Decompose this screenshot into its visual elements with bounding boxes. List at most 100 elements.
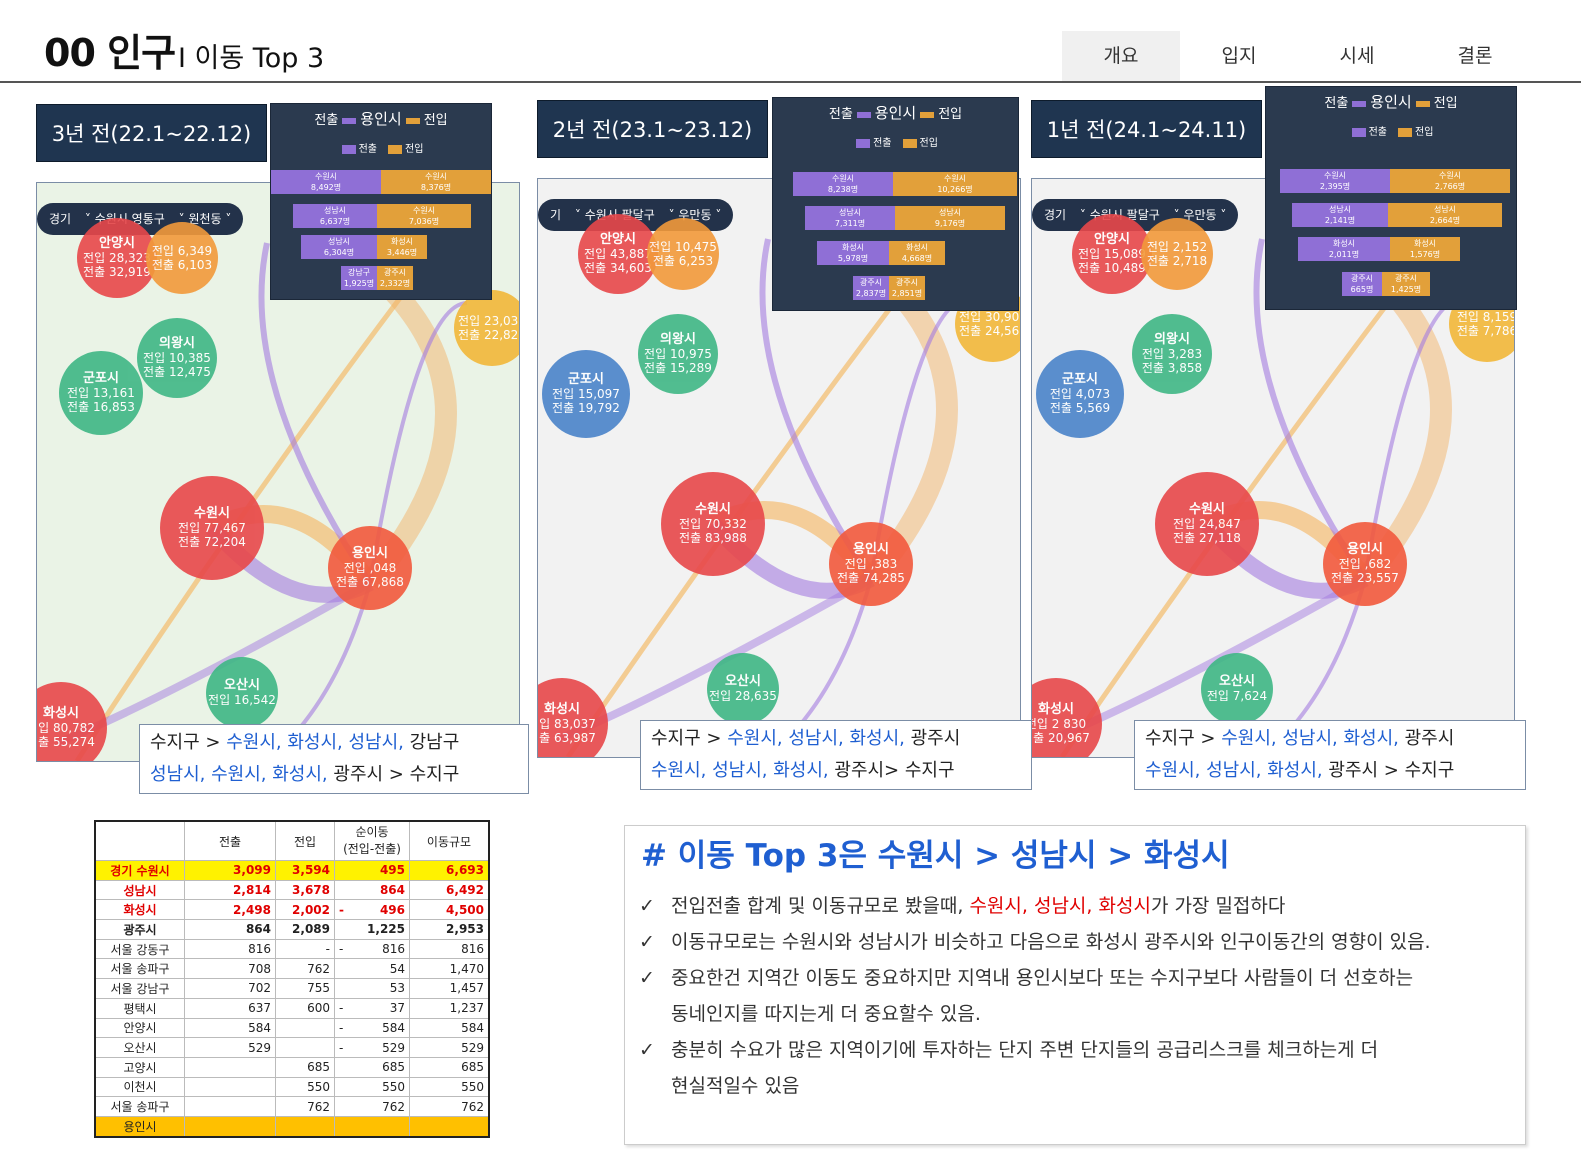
bullet-1-pre: 전입전출 합계 및 이동규모로 봤을때, — [671, 895, 970, 917]
region-bubble-anyang[interactable]: 안양시 전입 15,089 전출 10,489 — [1072, 214, 1152, 294]
region-bubble-osan[interactable]: 오산시 전입 28,635 — [707, 653, 779, 725]
bubble-in: 전입 28,323 — [83, 251, 151, 265]
region-dropdown[interactable]: 경기 — [49, 212, 72, 226]
out-bar-label: 성남시 — [327, 237, 351, 246]
check-icon: ✓ — [639, 931, 655, 953]
region-bubble-uiwang[interactable]: 의왕시 전입 3,283 전출 3,858 — [1132, 314, 1212, 394]
region-bubble-uiwang[interactable]: 의왕시 전입 10,975 전출 15,289 — [638, 314, 718, 394]
tab-price[interactable]: 시세 — [1339, 45, 1375, 67]
bubble-name: 의왕시 — [660, 332, 696, 347]
cell-size: 6,693 — [409, 860, 490, 881]
cell-out — [184, 1096, 276, 1117]
bullet-3: ✓ 중요한건 지역간 이동도 중요하지만 지역내 용인시보다 또는 수지구보다 사… — [639, 960, 1509, 1032]
legend-in-label: 전입 — [1433, 96, 1458, 111]
caption-suffix: 광주시 — [1398, 728, 1455, 749]
region-bubble-anyang[interactable]: 안양시 전입 43,887 전출 34,603 — [578, 214, 658, 294]
region-selector[interactable]: 경기 ˅ 수원시 영통구 ˅ 원천동 ˅ — [37, 203, 244, 235]
caption-line-1: 수지구 > 수원시, 성남시, 화성시, 광주시 — [1145, 723, 1515, 755]
out-bar-value: 6,637명 — [319, 217, 351, 226]
caption-suffix: 광주시> 수지구 — [828, 760, 955, 781]
table-header-out: 전출 — [184, 820, 276, 861]
bullet-3-text-cont: 동네인지를 따지는게 더 중요할수 있음. — [671, 1003, 981, 1025]
region-bubble-top[interactable]: 전입 10,475 전출 6,253 — [647, 218, 719, 290]
bubble-out: 전출 5,569 — [1049, 401, 1111, 415]
dong-dropdown[interactable]: 원천동 — [188, 212, 222, 226]
bar-row: 화성시 2,011명 화성시 1,576명 — [1298, 237, 1460, 261]
legend-mini-out: 전출 — [1368, 127, 1387, 138]
tab-overview[interactable]: 개요 — [1062, 31, 1180, 81]
cell-size: 1,237 — [409, 997, 490, 1019]
tab-conclusion[interactable]: 결론 — [1457, 45, 1493, 67]
out-bar-label: 수원시 — [831, 174, 855, 183]
region-dropdown[interactable]: 경기 — [1044, 208, 1067, 222]
cell-net-value: 762 — [382, 1099, 405, 1114]
in-bar-value: 2,332명 — [379, 279, 411, 288]
caption-line-2: 성남시, 수원시, 화성시, 광주시 > 수지구 — [150, 759, 518, 791]
region-bubble-osan[interactable]: 오산시 전입 16,542 — [206, 657, 278, 729]
region-bubble-suwon[interactable]: 수원시 전입 24,847 전출 27,118 — [1155, 472, 1259, 576]
bubble-in: 전입 70,332 — [679, 517, 747, 531]
out-bar: 수원시 8,238명 — [793, 172, 893, 196]
bubble-in: 전입 83,037 — [538, 717, 596, 731]
region-bubble-yongin[interactable]: 용인시 전입 ,048 전출 67,868 — [328, 526, 412, 610]
out-bar-label: 화성시 — [841, 243, 865, 252]
region-bubble-suwon[interactable]: 수원시 전입 77,467 전출 72,204 — [160, 476, 264, 580]
tab-location[interactable]: 입지 — [1221, 45, 1257, 67]
table-row: 이천시 550 550 550 — [94, 1076, 490, 1098]
table-row: 서울 송파구 708 762 54 1,470 — [94, 958, 490, 980]
region-bubble-suwon[interactable]: 수원시 전입 70,332 전출 83,988 — [661, 472, 765, 576]
region-bubble-gunpo[interactable]: 군포시 전입 15,097 전출 19,792 — [542, 350, 630, 438]
cell-name: 서울 강남구 — [94, 978, 185, 999]
region-bubble-yongin[interactable]: 용인시 전입 ,682 전출 23,557 — [1323, 522, 1407, 606]
cell-net-value: 550 — [382, 1079, 405, 1094]
cell-size: 816 — [409, 938, 490, 960]
bar-row: 광주시 2,837명 광주시 2,851명 — [853, 276, 925, 300]
in-bar: 화성시 4,668명 — [889, 241, 945, 265]
bubble-out: 전출 15,289 — [644, 361, 712, 375]
in-bar-value: 3,446명 — [386, 248, 418, 257]
bubble-name: 용인시 — [853, 542, 889, 557]
bubble-name: 군포시 — [83, 371, 119, 386]
bullet-4-text-cont: 현실적일수 있음 — [671, 1075, 800, 1097]
bubble-name: 의왕시 — [159, 336, 195, 351]
cell-net: - 584 — [334, 1017, 410, 1039]
cell-name: 서울 강동구 — [94, 938, 185, 960]
in-bar: 성남시 9,176명 — [895, 206, 1005, 230]
region-bubble-osan[interactable]: 오산시 전입 7,624 — [1201, 653, 1273, 725]
table-header-blank — [94, 820, 185, 861]
region-bubble-top[interactable]: 전입 2,152 전출 2,718 — [1141, 218, 1213, 290]
in-bar-value: 10,266명 — [937, 185, 973, 194]
bubble-out: 전출 12,475 — [143, 365, 211, 379]
in-bar-label: 성남시 — [1433, 205, 1457, 214]
bubble-name: 수원시 — [695, 502, 731, 517]
cell-out — [184, 1056, 276, 1078]
bubble-out: 전출 2,718 — [1146, 254, 1208, 268]
out-square-icon — [1351, 127, 1366, 137]
region-dropdown[interactable]: 기 — [550, 208, 562, 222]
cell-net-value: 496 — [379, 902, 405, 917]
region-bubble-yongin[interactable]: 용인시 전입 ,383 전출 74,285 — [829, 522, 913, 606]
bubble-in: 전입 4,073 — [1049, 387, 1111, 401]
region-bubble-top[interactable]: 전입 6,349 전출 6,103 — [146, 222, 218, 294]
region-bubble-anyang[interactable]: 안양시 전입 28,323 전출 32,919 — [77, 218, 157, 298]
bubble-name: 화성시 — [544, 702, 580, 717]
out-bar-value: 1,925명 — [343, 279, 375, 288]
dong-dropdown[interactable]: 우만동 — [1183, 208, 1217, 222]
cell-net: 495 — [334, 860, 410, 881]
cell-size: 2,953 — [409, 919, 490, 940]
region-bubble-right[interactable]: 전입 23,030 전출 22,822 — [454, 290, 519, 366]
region-bubble-gunpo[interactable]: 군포시 전입 13,161 전출 16,853 — [59, 351, 143, 435]
region-bubble-uiwang[interactable]: 의왕시 전입 10,385 전출 12,475 — [137, 318, 217, 398]
caption-prefix: 수지구 > — [1145, 728, 1222, 749]
region-bubble-gunpo[interactable]: 군포시 전입 4,073 전출 5,569 — [1036, 350, 1124, 438]
out-bar: 성남시 7,311명 — [805, 206, 895, 230]
legend-mini: 전출 전입 — [1266, 123, 1516, 138]
bubble-in: 전입 7,624 — [1206, 689, 1268, 703]
cell-name: 오산시 — [94, 1037, 185, 1058]
cell-in: 550 — [275, 1076, 335, 1098]
caption-line-1: 수지구 > 수원시, 성남시, 화성시, 광주시 — [651, 723, 1021, 755]
table-row: 서울 강남구 702 755 53 1,457 — [94, 978, 490, 999]
cell-name: 서울 송파구 — [94, 1096, 185, 1117]
legend-in-label: 전입 — [423, 113, 448, 128]
